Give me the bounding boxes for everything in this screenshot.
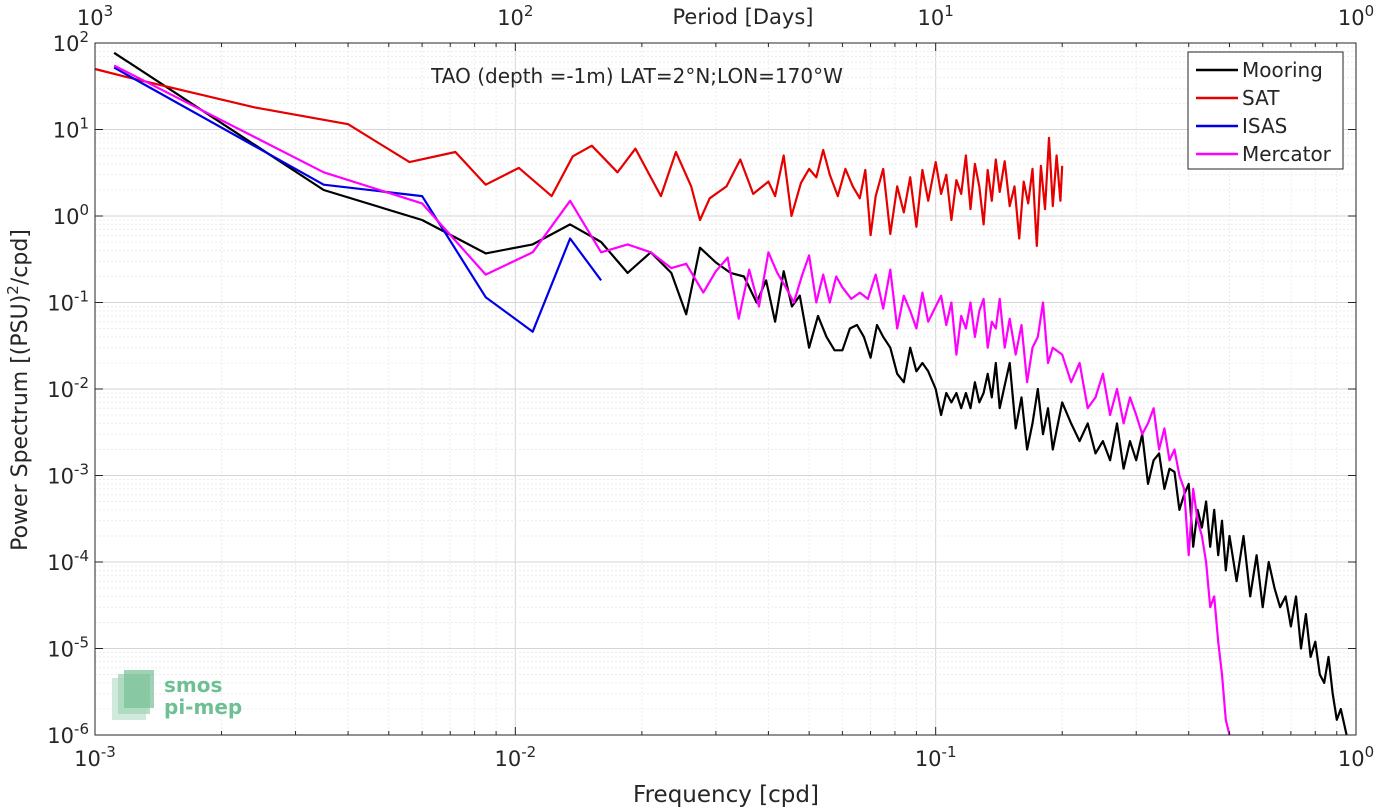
legend-label-isas: ISAS [1242,114,1287,138]
x-tick-label: 100 [1338,743,1374,771]
series-lines [94,51,1348,736]
top-tick-label-exp: 2 [524,2,534,20]
y-axis-label-tail: /cpd] [8,229,33,285]
x-tick-label: 10-1 [915,743,957,771]
x-tick-label: 10-2 [494,743,536,771]
series-line-mercator [113,64,1231,736]
y-tick-label: 10-3 [47,461,89,489]
x-tick-label-exp: 0 [1365,743,1375,761]
y-tick-label-exp: -2 [74,374,89,392]
logo-text-pimep: pi-mep [164,695,242,719]
y-tick-label: 10-2 [47,374,89,402]
top-tick-label-base: 10 [77,6,104,30]
legend-items: Mooring SAT ISAS Mercator [1196,58,1332,166]
y-tick-label-exp: 2 [79,28,89,46]
y-tick-label: 101 [53,115,89,143]
y-tick-label-exp: -4 [74,547,89,565]
y-tick-label-base: 10 [47,465,74,489]
x-tick-label: 10-3 [74,743,116,771]
legend-label-sat: SAT [1242,86,1280,110]
top-tick-label-exp: 1 [944,2,954,20]
y-tick-label: 10-6 [47,720,89,748]
plot-frame [94,42,1357,736]
legend-label-mooring: Mooring [1242,58,1323,82]
top-tick-label-exp: 3 [104,2,114,20]
logo-block-front [124,670,154,708]
series-line-sat [94,67,1064,248]
y-tick-label-base: 10 [47,292,74,316]
top-axis-label: Period [Days] [673,5,814,29]
x-tick-label-base: 10 [1338,747,1365,771]
top-tick-label-base: 10 [1338,6,1365,30]
y-tick-label: 102 [53,28,89,56]
top-tick-label: 103 [77,2,113,30]
x-tick-label-exp: -2 [521,743,536,761]
x-tick-label-base: 10 [494,747,521,771]
y-tick-label: 10-1 [47,288,89,316]
top-tick-label-exp: 0 [1365,2,1375,20]
top-tick-label-base: 10 [918,6,945,30]
y-tick-label-base: 10 [47,724,74,748]
y-tick-label-exp: 0 [79,201,89,219]
x-tick-label-exp: -1 [942,743,957,761]
y-tick-label-base: 10 [47,551,74,575]
legend-label-mercator: Mercator [1242,142,1332,166]
top-tick-label: 100 [1338,2,1374,30]
y-tick-label: 10-5 [47,634,89,662]
y-tick-label-base: 10 [47,378,74,402]
y-tick-label-exp: -1 [74,288,89,306]
y-axis-label-main: Power Spectrum [(PSU) [8,295,33,551]
y-tick-label-base: 10 [47,638,74,662]
x-tick-label-base: 10 [915,747,942,771]
y-tick-label-exp: -6 [74,720,89,738]
y-tick-label: 10-4 [47,547,89,575]
chart-title: TAO (depth =-1m) LAT=2°N;LON=170°W [430,64,843,88]
x-tick-label-exp: -3 [101,743,116,761]
y-axis-label-sup: 2 [4,285,22,295]
top-tick-label: 102 [497,2,533,30]
series-line-isas [113,66,602,333]
y-tick-label-base: 10 [53,32,80,56]
y-tick-label-exp: -3 [74,461,89,479]
logo-text-smos: smos [164,673,222,697]
y-tick-label-base: 10 [53,119,80,143]
x-axis-label: Frequency [cpd] [633,782,819,808]
top-tick-label-base: 10 [497,6,524,30]
legend: Mooring SAT ISAS Mercator [1187,51,1344,170]
legend-box [1187,51,1344,170]
y-tick-label-base: 10 [53,205,80,229]
x-tick-label-base: 10 [74,747,101,771]
y-tick-label-exp: 1 [79,115,89,133]
y-tick-label: 100 [53,201,89,229]
y-tick-label-exp: -5 [74,634,89,652]
top-tick-label: 101 [918,2,954,30]
smos-pimep-logo: smos pi-mep [112,670,242,720]
y-axis-label: Power Spectrum [(PSU)2/cpd] [4,229,33,551]
